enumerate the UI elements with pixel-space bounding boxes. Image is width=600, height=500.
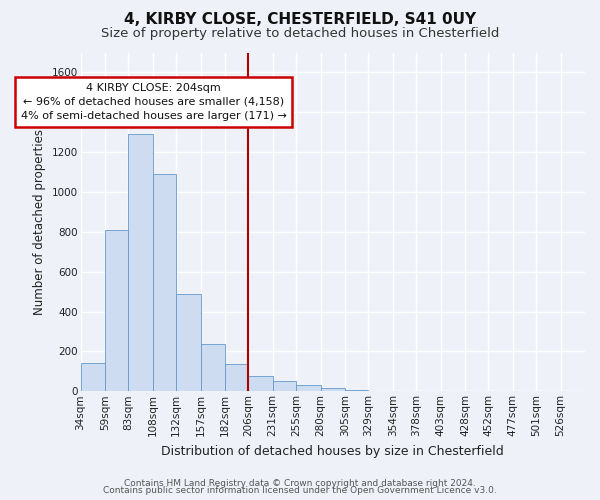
Text: Contains public sector information licensed under the Open Government Licence v3: Contains public sector information licen… [103,486,497,495]
Bar [153,174,176,392]
Bar [248,376,273,392]
X-axis label: Distribution of detached houses by size in Chesterfield: Distribution of detached houses by size … [161,444,504,458]
Bar [296,386,320,392]
Bar [273,382,296,392]
Bar [176,294,200,392]
Text: 4 KIRBY CLOSE: 204sqm
← 96% of detached houses are smaller (4,158)
4% of semi-de: 4 KIRBY CLOSE: 204sqm ← 96% of detached … [21,83,287,121]
Bar [80,364,105,392]
Text: 4, KIRBY CLOSE, CHESTERFIELD, S41 0UY: 4, KIRBY CLOSE, CHESTERFIELD, S41 0UY [124,12,476,28]
Text: Size of property relative to detached houses in Chesterfield: Size of property relative to detached ho… [101,28,499,40]
Bar [225,364,248,392]
Y-axis label: Number of detached properties: Number of detached properties [33,129,46,315]
Bar [368,390,393,392]
Bar [345,390,368,392]
Text: Contains HM Land Registry data © Crown copyright and database right 2024.: Contains HM Land Registry data © Crown c… [124,478,476,488]
Bar [320,388,345,392]
Bar [128,134,153,392]
Bar [200,344,225,392]
Bar [105,230,128,392]
